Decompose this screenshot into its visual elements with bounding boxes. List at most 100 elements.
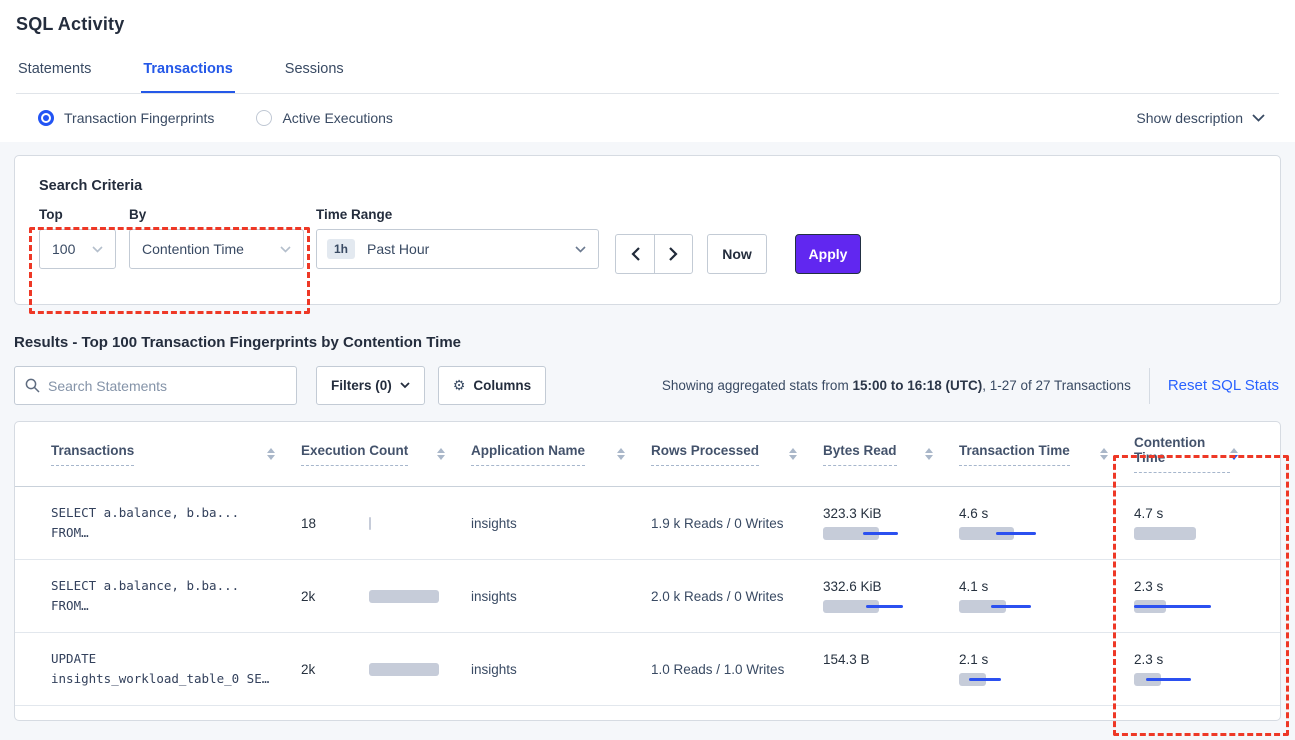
transactions-table: Transactions Execution Count Application… xyxy=(14,421,1281,721)
mean-line xyxy=(866,605,903,608)
sort-icon[interactable] xyxy=(1230,448,1238,460)
transaction-time-cell: 4.1 s xyxy=(959,579,1134,613)
sql-line-2: insights_workload_table_0 SE… xyxy=(51,671,270,686)
execution-count-cell: 2k xyxy=(301,662,471,677)
search-icon xyxy=(25,378,40,393)
main-tabs: Statements Transactions Sessions xyxy=(16,61,1279,94)
sort-icon[interactable] xyxy=(437,448,445,460)
next-time-button[interactable] xyxy=(654,234,693,274)
execution-count-cell: 18 xyxy=(301,516,471,531)
search-criteria-card: Search Criteria Top 100 By Contention Ti… xyxy=(14,155,1281,305)
sort-icon[interactable] xyxy=(1100,448,1108,460)
sort-icon[interactable] xyxy=(617,448,625,460)
radio-selected-icon xyxy=(38,110,54,126)
previous-time-button[interactable] xyxy=(615,234,654,274)
time-range-label: Time Range xyxy=(316,207,393,222)
columns-label: Columns xyxy=(473,378,532,393)
reset-sql-stats-link[interactable]: Reset SQL Stats xyxy=(1167,377,1279,394)
table-body: SELECT a.balance, b.ba... FROM… 18 insights… xyxy=(15,487,1280,706)
radio-unselected-icon xyxy=(256,110,273,126)
radio-label: Active Executions xyxy=(282,110,393,126)
radio-label: Transaction Fingerprints xyxy=(64,110,215,126)
table-row[interactable]: SELECT a.balance, b.ba... FROM… 2k insights… xyxy=(15,560,1280,633)
results-toolbar: Filters (0) ⚙ Columns Showing aggregated… xyxy=(14,366,1281,405)
sort-icon[interactable] xyxy=(267,448,275,460)
contention-time-cell-value: 2.3 s xyxy=(1134,579,1164,594)
transaction-time-cell-bar-chart xyxy=(959,600,1069,613)
bytes-read-cell-bar-chart xyxy=(823,673,933,686)
time-range-value: Past Hour xyxy=(367,241,430,257)
radio-transaction-fingerprints[interactable]: Transaction Fingerprints xyxy=(38,110,214,126)
radio-active-executions[interactable]: Active Executions xyxy=(256,110,393,126)
execution-count-cell: 2k xyxy=(301,589,471,604)
contention-time-cell: 2.3 s xyxy=(1134,579,1264,613)
search-box xyxy=(14,366,297,405)
contention-time-cell-bar-chart xyxy=(1134,527,1244,540)
tab-sessions[interactable]: Sessions xyxy=(284,61,344,77)
transaction-time-cell: 2.1 s xyxy=(959,652,1134,686)
sort-icon[interactable] xyxy=(925,448,933,460)
contention-time-cell-bar-chart xyxy=(1134,600,1244,613)
top-select[interactable]: 100 xyxy=(39,229,116,269)
apply-button[interactable]: Apply xyxy=(795,234,861,274)
execution-count-value: 2k xyxy=(301,588,316,604)
sql-line-1: SELECT a.balance, b.ba... xyxy=(51,578,240,593)
transaction-time-cell-value: 4.1 s xyxy=(959,579,989,594)
column-header-rows-processed[interactable]: Rows Processed xyxy=(651,443,823,466)
column-header-contention-time[interactable]: Contention Time xyxy=(1134,435,1264,473)
execution-count-value: 2k xyxy=(301,661,316,677)
transaction-fingerprint-link[interactable]: SELECT a.balance, b.ba... FROM… xyxy=(51,503,301,543)
chevron-down-icon xyxy=(1252,114,1265,122)
mean-line xyxy=(991,605,1031,608)
top-field: Top 100 xyxy=(39,207,129,274)
search-criteria-heading: Search Criteria xyxy=(39,178,143,194)
transaction-fingerprint-link[interactable]: UPDATE insights_workload_table_0 SE… xyxy=(51,649,301,689)
sql-line-1: UPDATE xyxy=(51,651,97,666)
contention-time-cell: 2.3 s xyxy=(1134,652,1264,686)
page-header: SQL Activity Statements Transactions Ses… xyxy=(0,0,1295,94)
mean-line xyxy=(863,532,898,535)
sort-icon[interactable] xyxy=(789,448,797,460)
execution-count-bar xyxy=(369,516,371,530)
top-value: 100 xyxy=(52,241,76,257)
bar xyxy=(823,600,879,613)
transaction-time-cell: 4.6 s xyxy=(959,506,1134,540)
chevron-down-icon xyxy=(400,382,410,389)
sql-line-1: SELECT a.balance, b.ba... xyxy=(51,505,240,520)
filters-label: Filters (0) xyxy=(331,378,392,393)
bytes-read-cell: 323.3 KiB xyxy=(823,506,959,540)
columns-button[interactable]: ⚙ Columns xyxy=(437,366,547,405)
application-name-cell: insights xyxy=(471,588,517,604)
mean-line xyxy=(969,678,1001,681)
bar xyxy=(1134,527,1196,540)
contention-time-cell: 4.7 s xyxy=(1134,506,1264,540)
table-row[interactable]: UPDATE insights_workload_table_0 SE… 2k ins… xyxy=(15,633,1280,706)
time-range-field: Time Range 1h Past Hour xyxy=(316,207,615,274)
bytes-read-cell-value: 154.3 B xyxy=(823,652,870,667)
by-select[interactable]: Contention Time xyxy=(129,229,304,269)
column-header-transaction-time[interactable]: Transaction Time xyxy=(959,443,1134,466)
gear-icon: ⚙ xyxy=(452,377,466,394)
bar xyxy=(823,527,879,540)
time-range-select[interactable]: 1h Past Hour xyxy=(316,229,599,269)
sql-line-2: FROM… xyxy=(51,525,89,540)
execution-count-bar xyxy=(369,662,439,676)
top-label: Top xyxy=(39,207,63,222)
show-description-toggle[interactable]: Show description xyxy=(1136,110,1277,126)
filters-button[interactable]: Filters (0) xyxy=(316,366,425,405)
table-row[interactable]: SELECT a.balance, b.ba... FROM… 18 insights… xyxy=(15,487,1280,560)
by-value: Contention Time xyxy=(142,241,244,257)
column-header-transactions[interactable]: Transactions xyxy=(51,443,301,466)
now-button[interactable]: Now xyxy=(707,234,767,274)
column-header-bytes-read[interactable]: Bytes Read xyxy=(823,443,959,466)
tab-transactions[interactable]: Transactions xyxy=(141,61,235,93)
search-input[interactable] xyxy=(48,377,286,394)
column-header-execution-count[interactable]: Execution Count xyxy=(301,443,471,466)
tab-statements[interactable]: Statements xyxy=(18,61,92,77)
rows-processed-cell: 1.0 Reads / 1.0 Writes xyxy=(651,661,785,677)
divider xyxy=(1148,367,1150,404)
column-header-application-name[interactable]: Application Name xyxy=(471,443,651,466)
transaction-fingerprint-link[interactable]: SELECT a.balance, b.ba... FROM… xyxy=(51,576,301,616)
results-heading: Results - Top 100 Transaction Fingerprin… xyxy=(14,334,462,351)
view-mode-row: Transaction Fingerprints Active Executio… xyxy=(0,94,1295,142)
